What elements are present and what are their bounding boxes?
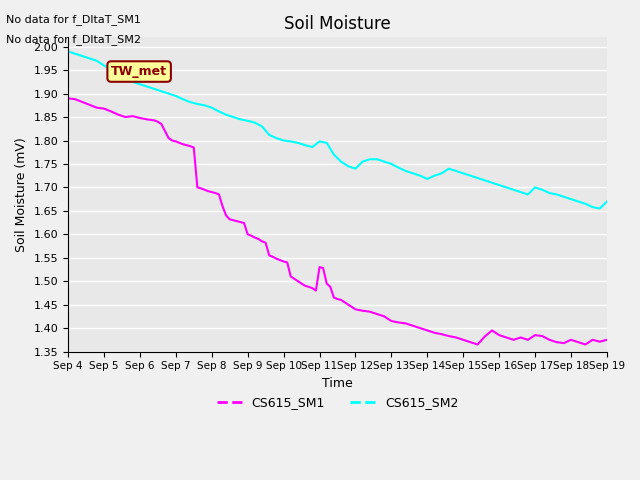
CS615_SM2 bbox=[251, 120, 259, 126]
CS615_SM2 bbox=[424, 176, 431, 182]
CS615_SM2 bbox=[115, 70, 122, 75]
CS615_SM2 bbox=[64, 48, 72, 54]
CS615_SM1 bbox=[603, 337, 611, 343]
Text: No data for f_DltaT_SM2: No data for f_DltaT_SM2 bbox=[6, 34, 141, 45]
CS615_SM1 bbox=[64, 96, 72, 101]
CS615_SM1 bbox=[474, 342, 481, 348]
Legend: CS615_SM1, CS615_SM2: CS615_SM1, CS615_SM2 bbox=[212, 391, 463, 414]
Line: CS615_SM2: CS615_SM2 bbox=[68, 51, 607, 208]
Y-axis label: Soil Moisture (mV): Soil Moisture (mV) bbox=[15, 137, 28, 252]
CS615_SM1 bbox=[215, 192, 223, 197]
Line: CS615_SM1: CS615_SM1 bbox=[68, 98, 607, 345]
CS615_SM1 bbox=[86, 102, 93, 108]
Text: TW_met: TW_met bbox=[111, 65, 167, 78]
CS615_SM1 bbox=[291, 276, 298, 282]
CS615_SM2 bbox=[495, 182, 503, 188]
CS615_SM1 bbox=[582, 342, 589, 348]
CS615_SM2 bbox=[344, 163, 352, 169]
Text: No data for f_DltaT_SM1: No data for f_DltaT_SM1 bbox=[6, 14, 141, 25]
CS615_SM2 bbox=[409, 170, 417, 176]
CS615_SM2 bbox=[596, 205, 604, 211]
CS615_SM2 bbox=[603, 199, 611, 204]
Title: Soil Moisture: Soil Moisture bbox=[284, 15, 391, 33]
X-axis label: Time: Time bbox=[322, 377, 353, 390]
CS615_SM1 bbox=[546, 337, 554, 343]
CS615_SM1 bbox=[201, 187, 209, 192]
